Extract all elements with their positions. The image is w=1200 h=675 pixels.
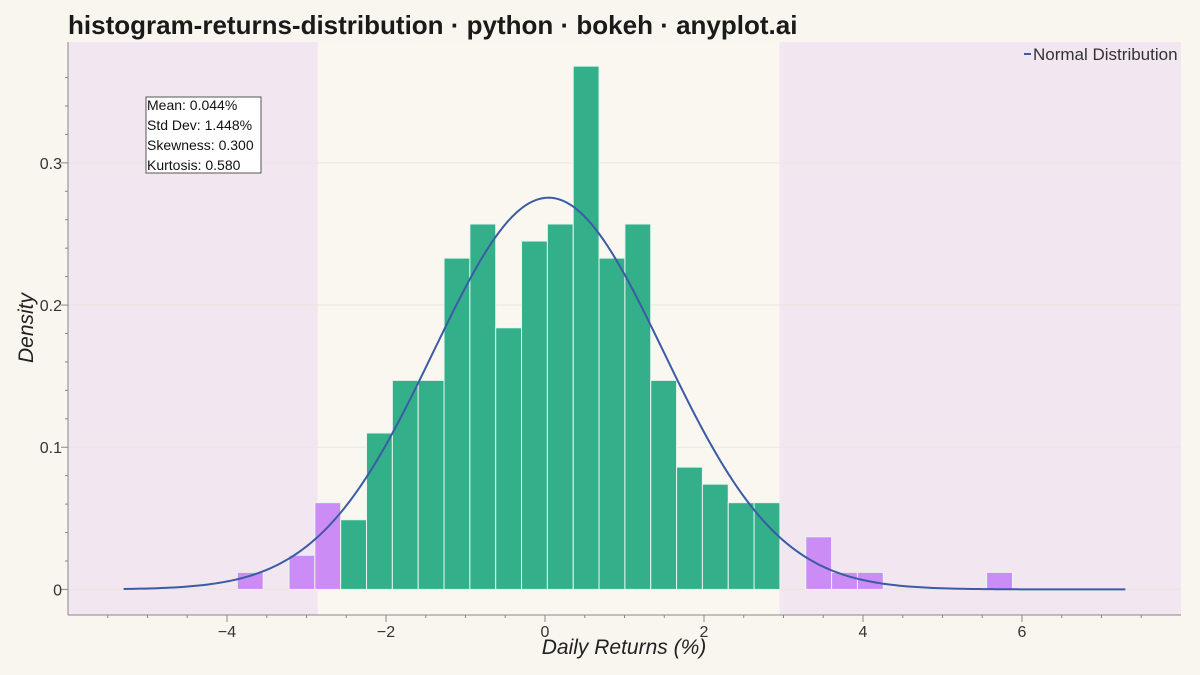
bar-6 [417,379,445,590]
bar-16 [676,466,703,590]
tail-bar-1 [288,554,316,590]
bar-12 [572,65,600,590]
x-tick-label-0: −4 [218,624,236,641]
stats-box-frame [145,96,262,174]
x-tick-label-2: 0 [541,624,550,641]
x-tick-label-4: 4 [859,624,868,641]
bar-18 [727,502,755,590]
bar-3 [340,519,368,590]
tail-band-1 [779,42,1181,615]
x-ticks: −4 −2 0 2 4 6 [107,615,1142,641]
bar-13 [598,257,626,590]
bar-7 [443,257,471,590]
histogram-bars [236,65,1013,590]
bar-8 [469,223,497,590]
bar-15 [650,379,678,590]
legend-label: Normal Distribution [1033,45,1178,64]
legend: Normal Distribution [1024,45,1178,64]
normal-curve [123,196,1126,591]
x-tick-label-3: 2 [700,624,709,641]
stats-skewness: Skewness: 0.300 [147,137,254,153]
y-tick-label-3: 0.3 [40,156,62,173]
bar-10 [521,240,548,590]
stats-box: Mean: 0.044% Std Dev: 1.448% Skewness: 0… [145,96,262,174]
bar-14 [624,223,652,590]
x-axis-label: Daily Returns (%) [542,636,707,659]
bar-19 [753,502,781,590]
stats-kurtosis: Kurtosis: 0.580 [147,157,241,173]
chart-title: histogram-returns-distribution · python … [68,10,797,40]
stats-mean: Mean: 0.044% [147,97,237,113]
stats-std-dev: Std Dev: 1.448% [147,117,252,133]
y-axis-label: Density [15,291,38,363]
y-tick-label-1: 0.1 [40,440,62,457]
bar-9 [495,327,523,590]
bar-17 [701,483,729,590]
y-tick-label-2: 0.2 [40,298,62,315]
x-tick-label-5: 6 [1018,624,1027,641]
tail-bar-23 [986,571,1013,590]
bar-11 [546,223,574,590]
normal-curve-layer [123,196,1126,591]
y-tick-label-0: 0 [53,582,62,599]
x-tick-label-1: −2 [377,624,395,641]
y-ticks: 0 0.1 0.2 0.3 [40,77,68,599]
tail-bar-2 [314,502,342,590]
bar-5 [391,379,419,590]
tail-bar-20 [805,536,833,590]
